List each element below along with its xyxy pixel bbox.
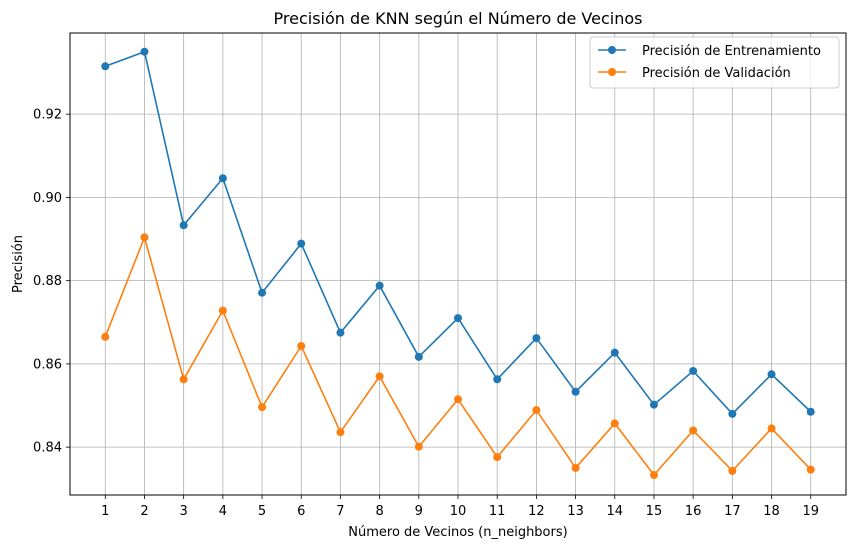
x-tick-label: 10 (450, 504, 467, 519)
data-point-validacion (375, 372, 384, 381)
x-tick-label: 4 (219, 504, 227, 519)
y-tick-label: 0.88 (33, 274, 62, 289)
x-tick-label: 7 (336, 504, 344, 519)
data-point-entrenamiento (689, 366, 698, 375)
data-point-entrenamiento (610, 348, 619, 357)
chart-title: Precisión de KNN según el Número de Veci… (274, 9, 643, 28)
legend-marker-validacion (608, 68, 616, 76)
x-tick-label: 19 (802, 504, 819, 519)
x-tick-label: 14 (606, 504, 623, 519)
data-point-entrenamiento (454, 314, 462, 323)
data-point-entrenamiento (728, 409, 737, 418)
grid (70, 33, 846, 495)
y-tick-label: 0.92 (33, 108, 62, 123)
data-point-entrenamiento (258, 288, 267, 297)
legend-frame (589, 36, 840, 89)
series-layer (101, 47, 815, 480)
x-tick-label: 2 (140, 504, 148, 519)
data-point-validacion (649, 471, 658, 480)
x-tick-label: 15 (646, 504, 663, 519)
data-point-validacion (767, 424, 776, 433)
data-point-validacion (806, 465, 815, 474)
data-point-entrenamiento (806, 407, 815, 416)
x-tick-label: 1 (101, 504, 109, 519)
x-tick-label: 18 (763, 504, 780, 519)
x-tick-label: 9 (415, 504, 423, 519)
data-point-validacion (610, 419, 619, 428)
data-point-entrenamiento (297, 239, 306, 248)
data-point-entrenamiento (179, 221, 188, 230)
data-point-validacion (454, 395, 462, 404)
data-point-entrenamiento (140, 47, 149, 56)
data-point-entrenamiento (101, 62, 110, 71)
data-point-validacion (414, 442, 423, 451)
x-tick-label: 12 (528, 504, 545, 519)
x-axis: 1 2 3 4 5 6 7 8 9 10 11 12 13 14 15 16 17 18 19 (101, 495, 819, 519)
y-tick-label: 0.86 (33, 357, 62, 372)
y-axis: 0.84 0.86 0.88 0.90 0.92 (33, 108, 70, 456)
data-point-validacion (258, 403, 267, 412)
data-point-entrenamiento (571, 387, 580, 396)
x-tick-label: 11 (489, 504, 506, 519)
x-tick-label: 13 (567, 504, 584, 519)
data-point-validacion (728, 466, 737, 475)
data-point-validacion (297, 341, 306, 350)
x-tick-label: 16 (685, 504, 702, 519)
data-point-entrenamiento (532, 334, 541, 343)
data-point-validacion (179, 375, 188, 384)
data-point-entrenamiento (493, 375, 502, 384)
legend-label-entrenamiento: Precisión de Entrenamiento (642, 44, 821, 59)
legend-label-validacion: Precisión de Validación (642, 66, 791, 81)
data-point-validacion (571, 463, 580, 472)
data-point-entrenamiento (218, 174, 227, 183)
x-tick-label: 3 (180, 504, 188, 519)
data-point-entrenamiento (767, 370, 776, 379)
data-point-entrenamiento (414, 352, 423, 361)
x-tick-label: 8 (375, 504, 383, 519)
data-point-validacion (140, 233, 149, 242)
data-point-entrenamiento (375, 281, 384, 290)
data-point-validacion (336, 428, 345, 437)
data-point-validacion (493, 453, 502, 462)
y-tick-label: 0.90 (33, 191, 62, 206)
x-axis-label: Número de Vecinos (n_neighbors) (348, 525, 567, 540)
data-point-entrenamiento (336, 328, 345, 337)
x-tick-label: 6 (297, 504, 305, 519)
data-point-validacion (101, 332, 110, 341)
x-tick-label: 17 (724, 504, 741, 519)
legend-marker-entrenamiento (608, 46, 616, 54)
x-tick-label: 5 (258, 504, 266, 519)
data-point-validacion (689, 426, 698, 435)
data-point-validacion (218, 306, 227, 315)
y-tick-label: 0.84 (33, 441, 62, 456)
data-point-entrenamiento (649, 400, 658, 409)
data-point-validacion (532, 406, 541, 415)
y-axis-label: Precisión (11, 235, 26, 293)
legend: Precisión de Entrenamiento Precisión de … (589, 36, 840, 89)
